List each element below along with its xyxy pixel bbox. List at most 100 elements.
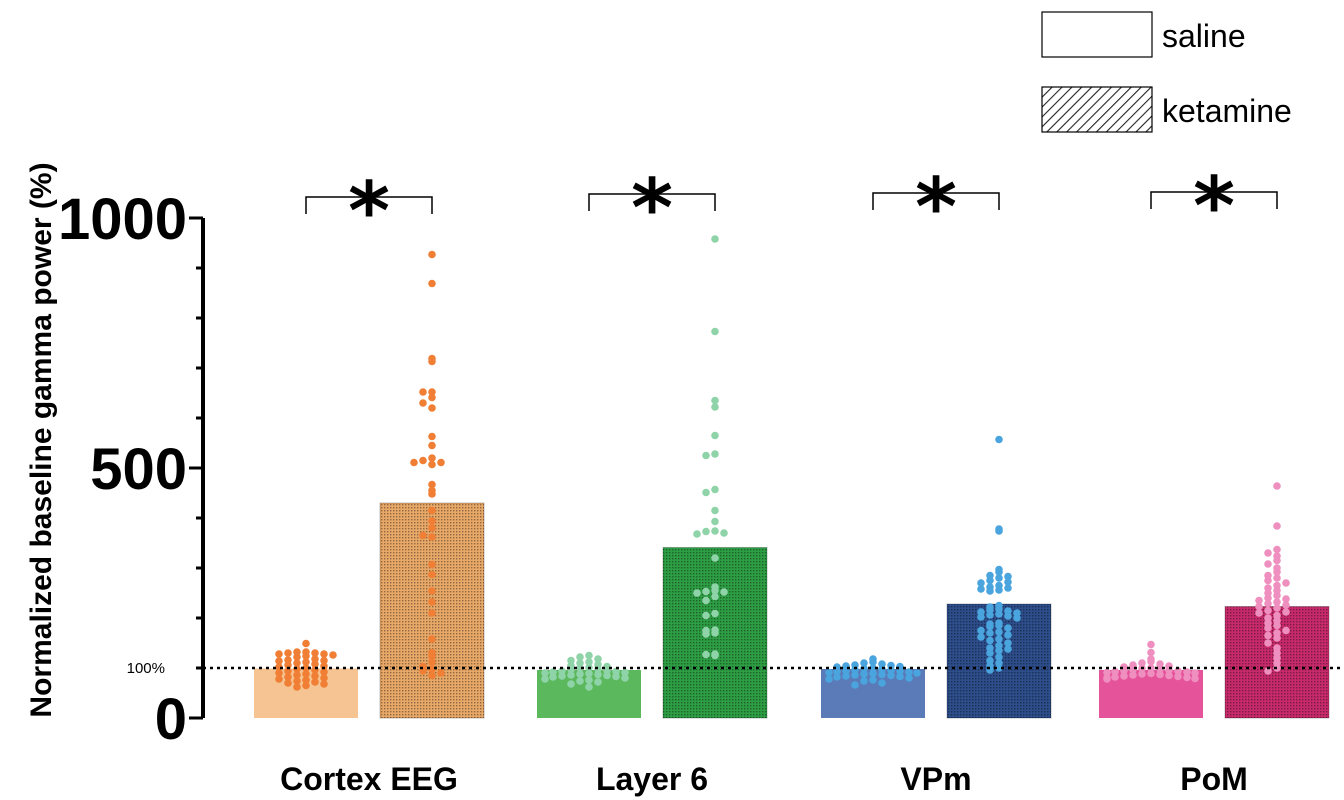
data-point (428, 665, 436, 673)
data-point (567, 671, 575, 679)
data-point (702, 650, 710, 659)
data-point (1111, 667, 1119, 676)
data-point (977, 579, 985, 587)
data-point (1138, 659, 1146, 667)
data-point (1147, 669, 1155, 678)
data-point (428, 609, 436, 617)
data-point (621, 668, 629, 677)
data-point (320, 680, 328, 688)
data-point (711, 609, 719, 618)
data-point (995, 635, 1003, 643)
significance-star: * (915, 161, 957, 254)
data-point (428, 598, 436, 606)
legend-swatch-saline (1041, 11, 1153, 58)
data-point (428, 506, 436, 515)
data-point (1183, 673, 1191, 682)
y-tick-label: 500 (90, 437, 187, 502)
data-point (711, 554, 719, 562)
data-point (995, 653, 1003, 661)
data-point (1147, 657, 1155, 666)
data-point (860, 659, 868, 667)
data-point (437, 669, 445, 677)
category-labels: Cortex EEG Layer 6 VPm PoM (280, 761, 1248, 797)
data-point (702, 451, 710, 460)
data-point (567, 680, 575, 688)
data-point (702, 527, 710, 536)
data-point (711, 403, 719, 411)
data-point (995, 646, 1003, 655)
data-point (549, 673, 557, 681)
legend: saline ketamine (1041, 11, 1292, 133)
data-point (428, 490, 436, 498)
data-point (711, 592, 719, 601)
data-point (437, 458, 445, 467)
bar-outline (379, 502, 485, 719)
data-point (711, 527, 719, 535)
data-point (986, 576, 994, 585)
data-point (833, 667, 841, 676)
data-point (329, 651, 337, 659)
data-point (302, 658, 310, 666)
data-point (995, 610, 1003, 618)
data-point (825, 675, 833, 683)
data-point (711, 485, 719, 494)
data-point (1273, 634, 1281, 642)
data-point (284, 673, 292, 681)
data-point (986, 629, 994, 637)
data-point (913, 669, 921, 677)
data-point (558, 672, 566, 680)
data-point (585, 651, 593, 660)
data-point (576, 664, 584, 672)
data-point (1282, 595, 1290, 603)
data-point (428, 480, 436, 489)
data-point (302, 652, 310, 660)
category-label: PoM (1180, 761, 1248, 797)
data-point (428, 533, 436, 541)
data-point (702, 587, 710, 596)
reference-line-label: 100% (127, 660, 165, 677)
data-point (1264, 599, 1272, 608)
data-point (842, 672, 850, 680)
data-point (986, 649, 994, 657)
data-point (1273, 591, 1281, 600)
data-point (1138, 670, 1146, 678)
data-points (275, 235, 1290, 691)
data-point (1004, 578, 1012, 586)
data-point (995, 527, 1003, 535)
data-point (702, 611, 710, 620)
reference-line: 100% (127, 660, 1344, 677)
data-point (428, 279, 436, 288)
data-point (693, 530, 701, 538)
data-point (1191, 669, 1199, 677)
data-point (1183, 668, 1191, 676)
data-point (428, 404, 436, 412)
data-point (275, 650, 283, 658)
data-point (1255, 609, 1263, 617)
data-point (320, 674, 328, 682)
data-point (585, 683, 593, 691)
data-point (428, 388, 436, 396)
significance-bracket (1150, 191, 1278, 209)
data-point (986, 636, 994, 645)
data-point (860, 677, 868, 685)
data-point (825, 668, 833, 677)
significance-bracket (305, 196, 433, 214)
data-point (869, 658, 877, 666)
data-point (419, 399, 427, 407)
data-point (320, 668, 328, 676)
data-point (720, 588, 728, 596)
data-point (1264, 639, 1272, 647)
data-point (711, 396, 719, 405)
data-point (851, 671, 859, 679)
data-point (1273, 556, 1281, 565)
data-point (1282, 601, 1290, 609)
y-tick-label: 0 (155, 687, 187, 752)
data-point (878, 670, 886, 679)
data-point (541, 669, 549, 677)
data-point (603, 671, 611, 680)
data-point (1273, 604, 1281, 612)
data-point (1129, 671, 1137, 679)
data-point (428, 560, 436, 569)
data-point (995, 586, 1003, 594)
